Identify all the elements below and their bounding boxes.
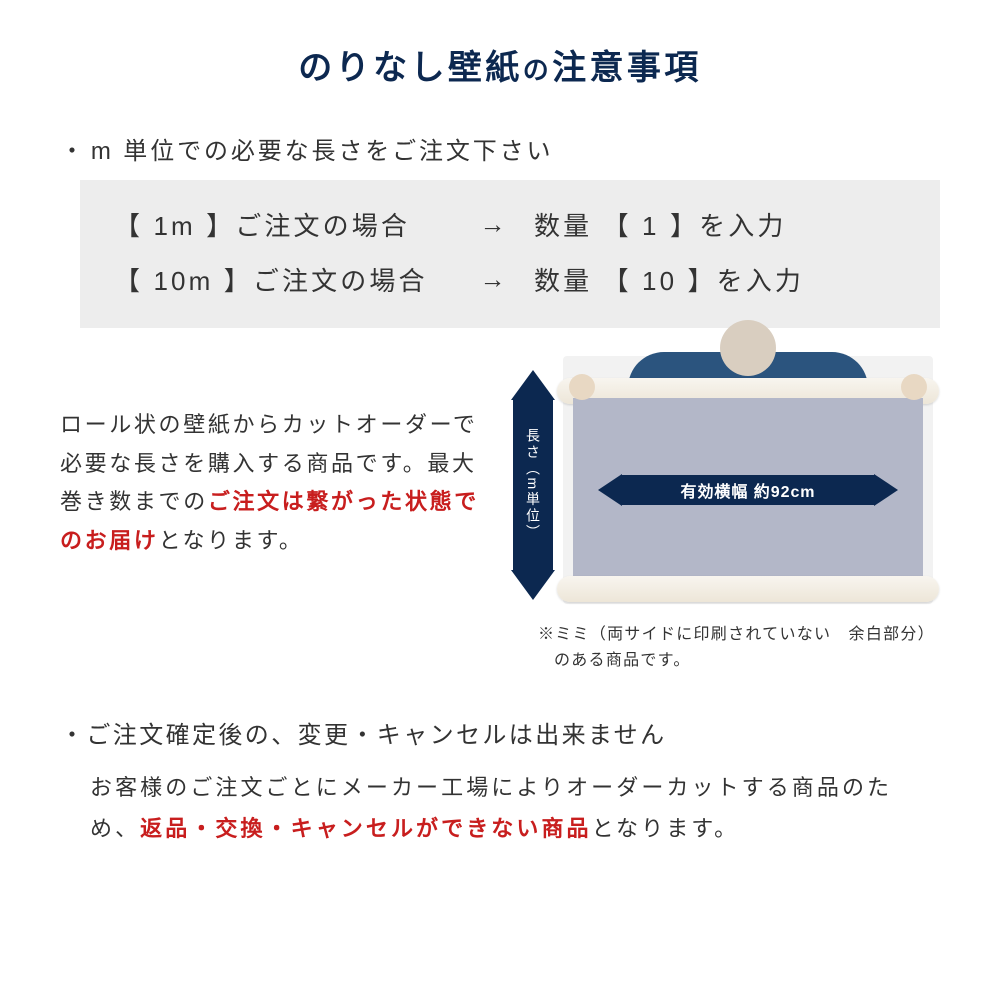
bullet-1: ・m 単位での必要な長さをご注文下さい	[60, 131, 940, 166]
hand-left	[569, 374, 595, 400]
description-diagram-row: ロール状の壁紙からカットオーダーで必要な長さを購入する商品です。最大巻き数までの…	[60, 356, 940, 673]
roll-bottom	[557, 576, 939, 602]
arrow-left-icon	[598, 474, 622, 506]
desc-part2: となります。	[159, 528, 304, 553]
page-title: のりなし壁紙の注意事項	[60, 40, 940, 89]
wallpaper-sheet: 有効横幅 約92cm	[573, 398, 923, 582]
title-main: のりなし壁紙	[298, 49, 522, 87]
example-order: 【 10m 】ご注文の場合	[114, 261, 454, 298]
title-joiner: の	[523, 55, 552, 85]
body2-highlight: 返品・交換・キャンセルができない商品	[140, 816, 591, 841]
wallpaper-diagram: 長さ（m単位） 有効横幅 約92cm	[504, 356, 940, 673]
person-head	[720, 320, 776, 376]
example-row: 【 10m 】ご注文の場合 → 数量 【 10 】を入力	[114, 255, 906, 304]
vertical-dimension-arrow: 長さ（m単位）	[511, 370, 555, 600]
quantity-example-box: 【 1m 】ご注文の場合 → 数量 【 1 】を入力 【 10m 】ご注文の場合…	[80, 180, 940, 328]
bullet-dot: ・	[60, 722, 86, 749]
arrow-icon: →	[454, 209, 534, 240]
width-label: 有効横幅 約92cm	[622, 475, 874, 505]
width-dimension-arrow: 有効横幅 約92cm	[598, 474, 898, 506]
cancellation-policy: お客様のご注文ごとにメーカー工場によりオーダーカットする商品のため、返品・交換・…	[60, 768, 940, 849]
example-order: 【 1m 】ご注文の場合	[114, 206, 454, 243]
arrow-up-icon	[511, 370, 555, 400]
bullet-1-text: m 単位での必要な長さをご注文下さい	[91, 138, 554, 165]
body2-part2: となります。	[592, 816, 740, 841]
title-tail: 注意事項	[552, 49, 702, 87]
arrow-icon: →	[454, 264, 534, 295]
example-qty: 数量 【 10 】を入力	[534, 261, 906, 298]
bullet-2: ・ご注文確定後の、変更・キャンセルは出来ません	[60, 715, 940, 750]
arrow-right-icon	[874, 474, 898, 506]
example-qty: 数量 【 1 】を入力	[534, 206, 906, 243]
bullet-dot: ・	[60, 138, 87, 165]
hand-right	[901, 374, 927, 400]
wallpaper-roll-illustration: 有効横幅 約92cm	[563, 356, 933, 604]
roll-description: ロール状の壁紙からカットオーダーで必要な長さを購入する商品です。最大巻き数までの…	[60, 356, 490, 560]
mimi-note: ※ミミ（両サイドに印刷されていない 余白部分）のある商品です。	[524, 622, 940, 673]
vertical-label: 長さ（m単位）	[513, 400, 553, 570]
bullet-2-text: ご注文確定後の、変更・キャンセルは出来ません	[86, 722, 666, 749]
arrow-down-icon	[511, 570, 555, 600]
example-row: 【 1m 】ご注文の場合 → 数量 【 1 】を入力	[114, 200, 906, 249]
diagram-row: 長さ（m単位） 有効横幅 約92cm	[511, 356, 933, 604]
